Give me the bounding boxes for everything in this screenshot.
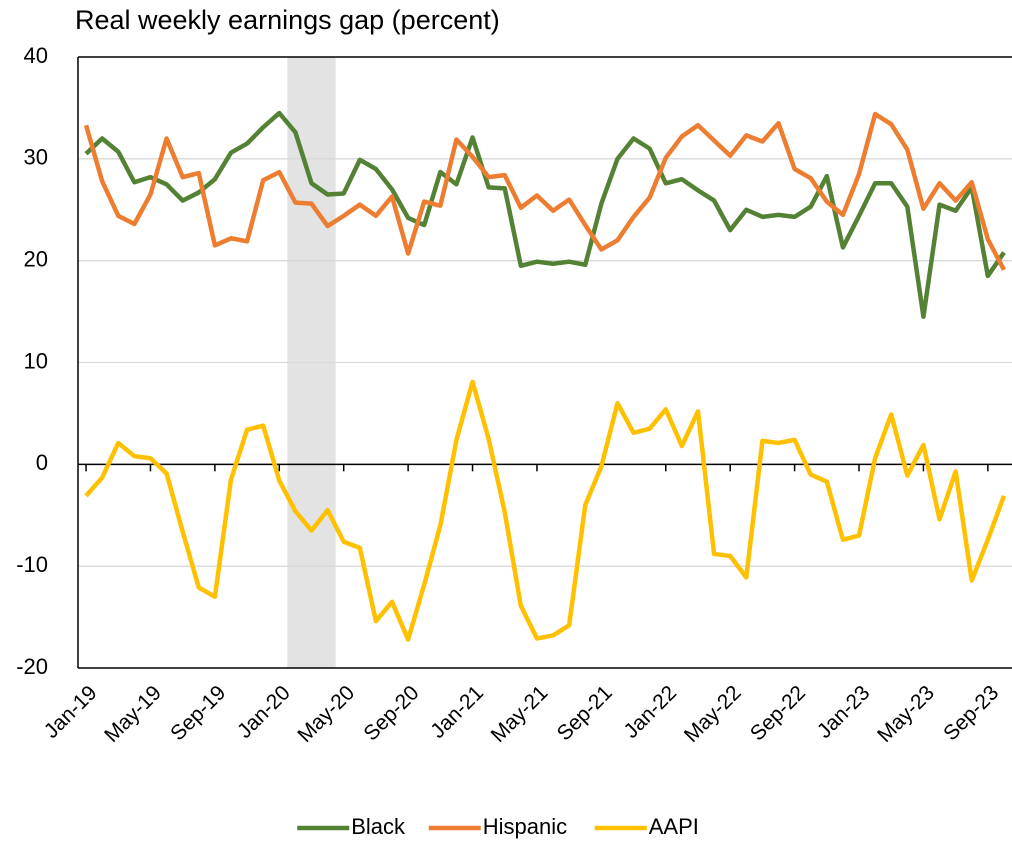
x-tick-label: May-19 <box>100 681 166 747</box>
x-tick-label: May-22 <box>680 681 746 747</box>
y-tick-label: 40 <box>24 43 48 68</box>
y-tick-label: 30 <box>24 145 48 170</box>
series-line <box>84 379 1007 642</box>
x-tick-label: Sep-23 <box>939 681 1003 745</box>
series-line <box>84 110 1006 319</box>
legend-label: Hispanic <box>483 814 567 839</box>
series-line <box>83 111 1006 271</box>
x-tick-label: Sep-20 <box>359 681 423 745</box>
x-tick-label: Sep-19 <box>166 681 230 745</box>
y-tick-label: 20 <box>24 246 48 271</box>
x-tick-label: Sep-22 <box>746 681 810 745</box>
y-tick-label: -20 <box>16 654 48 679</box>
x-tick-label: Jan-19 <box>40 681 102 743</box>
legend-label: Black <box>351 814 406 839</box>
x-tick-label: Jan-23 <box>813 681 875 743</box>
x-tick-label: Sep-21 <box>553 681 617 745</box>
x-tick-label: May-21 <box>487 681 553 747</box>
x-tick-label: May-23 <box>873 681 939 747</box>
y-tick-label: 10 <box>24 348 48 373</box>
x-tick-label: May-20 <box>293 681 359 747</box>
y-tick-label: -10 <box>16 552 48 577</box>
x-tick-label: Jan-22 <box>620 681 682 743</box>
chart-title: Real weekly earnings gap (percent) <box>75 5 500 35</box>
x-tick-label: Jan-21 <box>426 681 488 743</box>
y-tick-label: 0 <box>36 450 48 475</box>
legend-label: AAPI <box>649 814 699 839</box>
x-tick-label: Jan-20 <box>233 681 295 743</box>
